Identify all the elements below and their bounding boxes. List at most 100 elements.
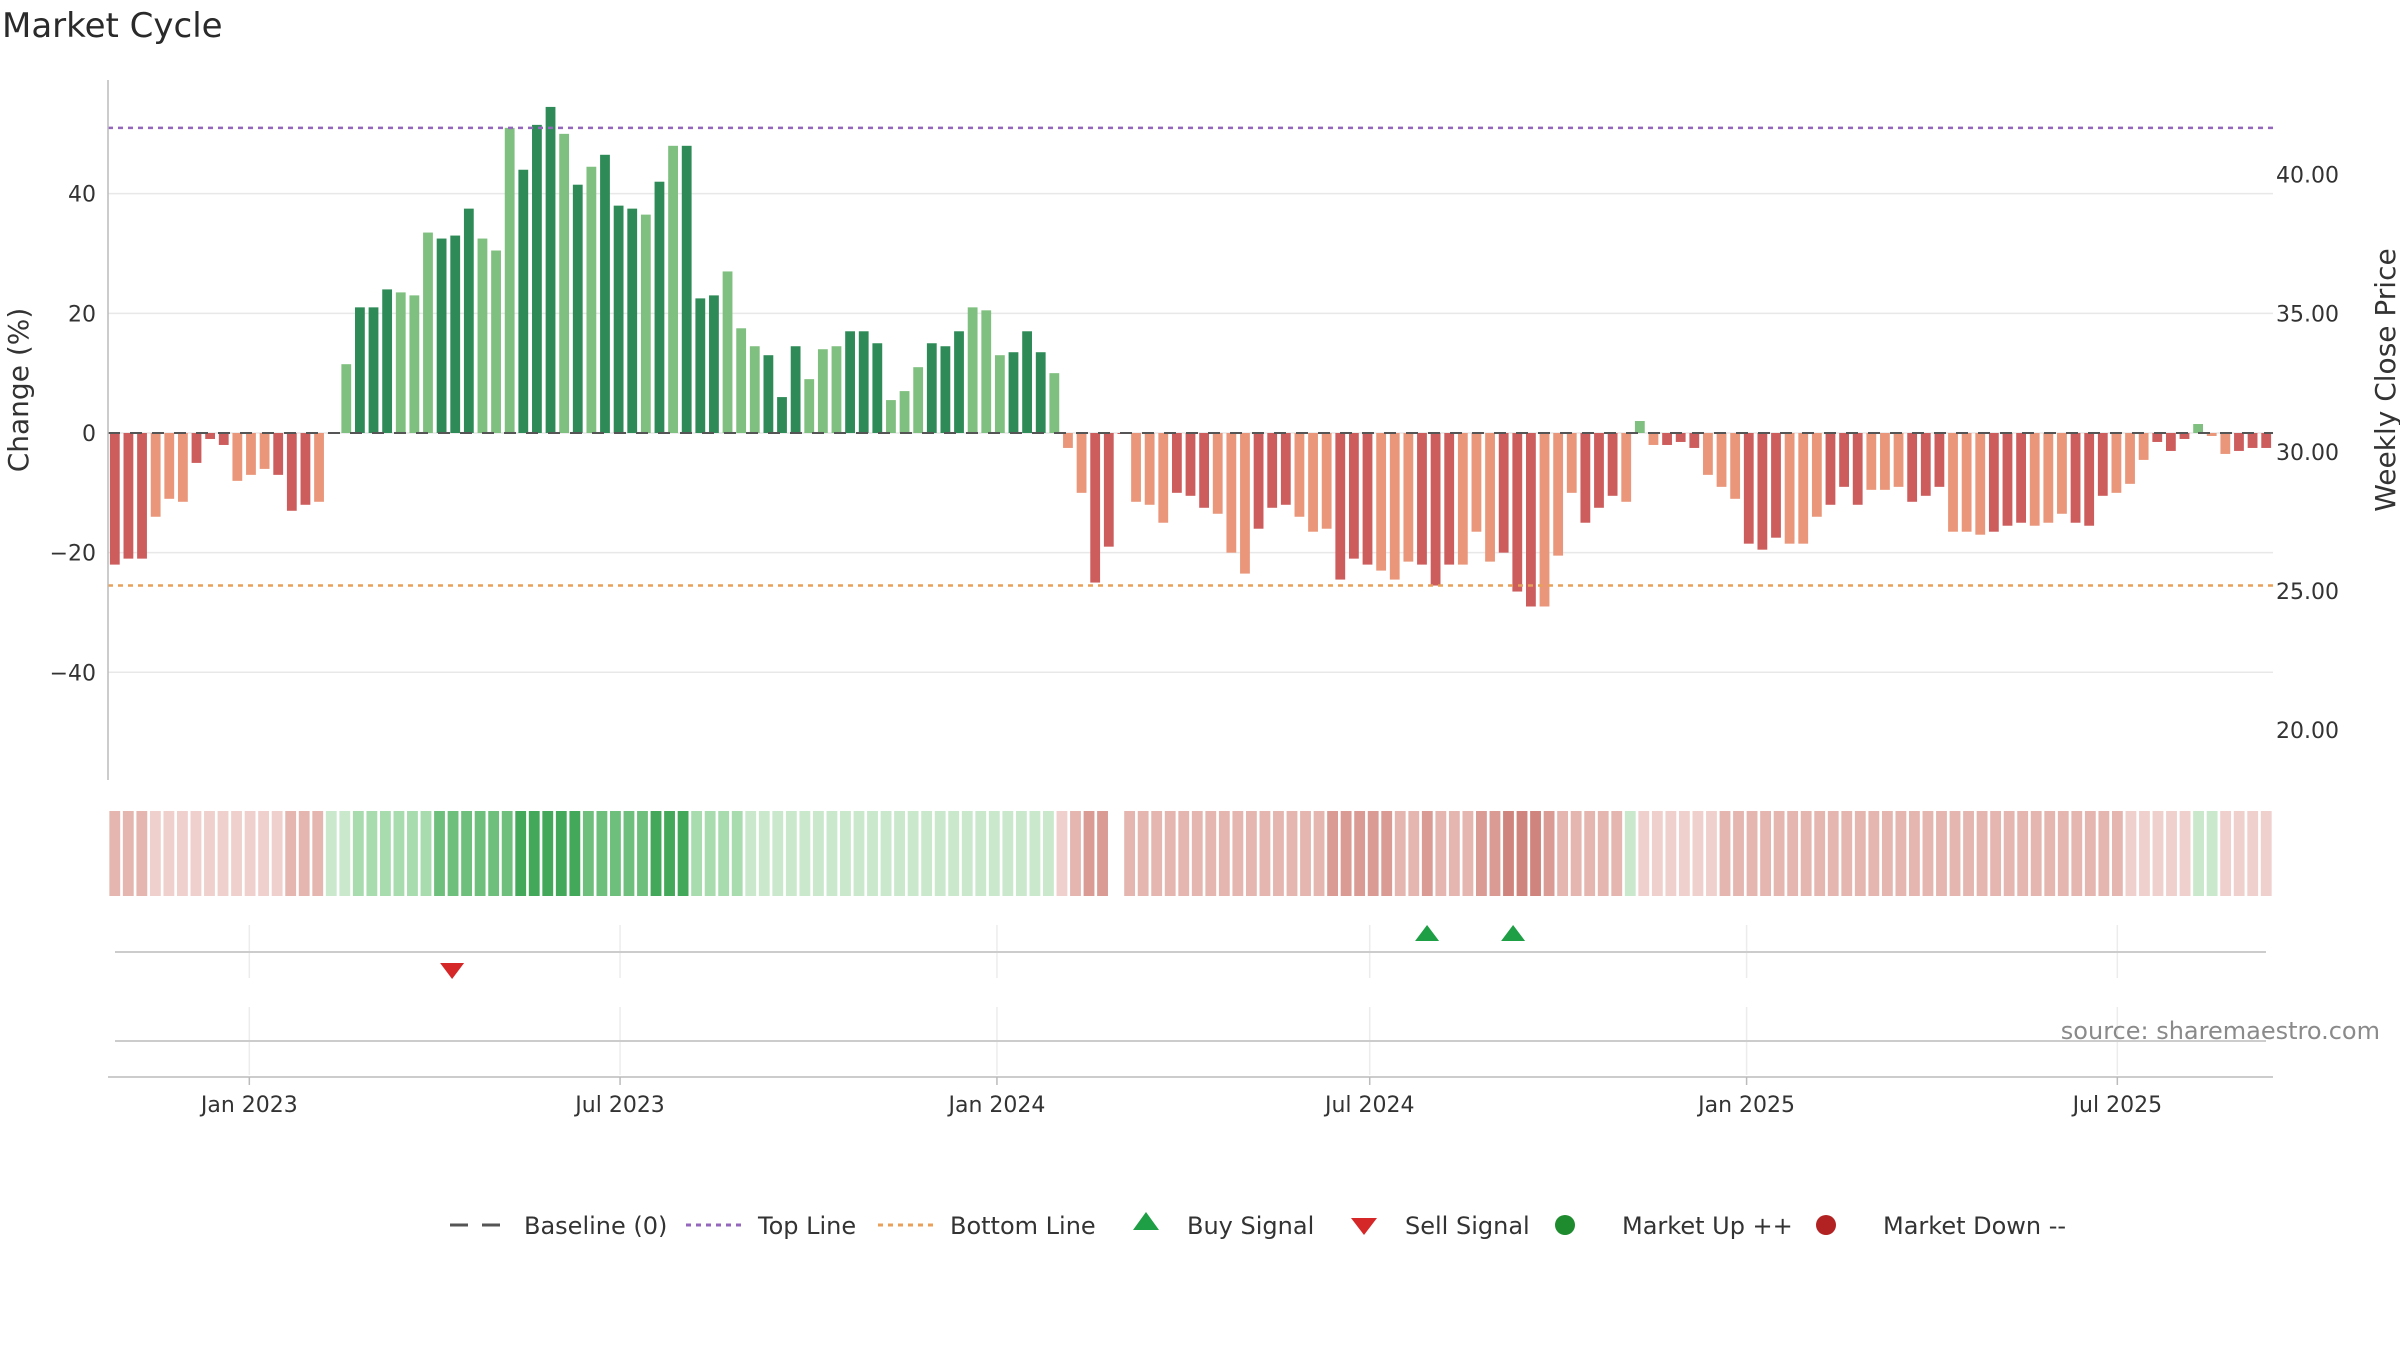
- bar: [1090, 432, 1101, 583]
- heat-cell: [2044, 811, 2056, 896]
- bar: [1988, 432, 1999, 532]
- bar: [559, 133, 570, 433]
- heat-cell: [840, 811, 851, 896]
- bar: [1185, 432, 1196, 496]
- heat-cell: [190, 811, 202, 896]
- bar: [2206, 432, 2217, 436]
- heat-cell: [2017, 811, 2029, 896]
- legend-market-up-swatch: [1555, 1215, 1575, 1235]
- bar: [1975, 432, 1986, 535]
- heat-cell: [1624, 811, 1636, 896]
- bar: [518, 169, 529, 433]
- heat-cell: [1259, 811, 1271, 896]
- heat-cell: [339, 811, 351, 896]
- bar: [450, 235, 461, 433]
- bar: [504, 127, 515, 433]
- heat-cell: [623, 811, 635, 896]
- heat-cell: [231, 811, 242, 896]
- bar: [1063, 432, 1073, 448]
- bar: [1907, 432, 1918, 502]
- bar: [1444, 432, 1455, 565]
- heat-cell: [2193, 811, 2204, 896]
- bar: [1008, 352, 1019, 433]
- bar: [2152, 432, 2163, 442]
- heat-cell: [826, 811, 838, 896]
- bar: [1580, 432, 1591, 523]
- heat-cell: [1895, 811, 1907, 896]
- bar: [1852, 432, 1863, 505]
- bar: [845, 331, 855, 433]
- heat-cell: [163, 811, 175, 896]
- heat-cell: [1056, 811, 1068, 896]
- legend-label-bottom: Bottom Line: [950, 1212, 1096, 1240]
- legend-label-sell: Sell Signal: [1405, 1212, 1530, 1240]
- y-axis-title: Change (%): [2, 308, 35, 473]
- bar: [763, 355, 774, 433]
- bar: [954, 331, 964, 433]
- bar: [1607, 432, 1618, 496]
- y-tick-label: −40: [50, 661, 96, 686]
- bar: [232, 432, 243, 481]
- bar: [1253, 432, 1264, 529]
- bar: [137, 432, 147, 559]
- heat-cell: [2139, 811, 2150, 896]
- heat-cell: [1854, 811, 1866, 896]
- heat-cell: [204, 811, 215, 896]
- heat-cell: [501, 811, 513, 896]
- bar: [1076, 432, 1087, 493]
- bar: [913, 367, 924, 433]
- y-tick-label: 0: [82, 422, 96, 447]
- heat-cell: [447, 811, 459, 896]
- heat-cell: [1462, 811, 1474, 896]
- bar: [681, 145, 692, 433]
- heat-cell: [379, 811, 391, 896]
- bar: [1348, 432, 1359, 559]
- heat-cell: [2179, 811, 2191, 896]
- bar: [2220, 432, 2231, 454]
- heat-cell: [1800, 811, 1812, 896]
- heat-cell: [2071, 811, 2083, 896]
- heat-cell: [1489, 811, 1501, 896]
- bar: [1839, 432, 1849, 487]
- bar: [722, 271, 733, 433]
- bar: [532, 124, 542, 433]
- bar: [1321, 432, 1332, 529]
- bar: [2057, 432, 2067, 514]
- bar: [1403, 432, 1414, 562]
- bar: [177, 432, 188, 502]
- heat-cell: [177, 811, 188, 896]
- heat-cell: [1300, 811, 1311, 896]
- heat-cell: [975, 811, 987, 896]
- y2-tick-label: 25.00: [2276, 580, 2339, 605]
- bar: [246, 432, 256, 475]
- bar: [1022, 331, 1032, 433]
- heat-cell: [1205, 811, 1217, 896]
- x-tick-label: Jul 2023: [573, 1093, 665, 1118]
- bar: [1634, 421, 1645, 433]
- bar: [1539, 432, 1550, 607]
- bar: [150, 432, 161, 517]
- heat-cell: [1516, 811, 1528, 896]
- heat-cell: [1597, 811, 1609, 896]
- heat-cell: [1760, 811, 1771, 896]
- heat-cell: [2003, 811, 2015, 896]
- heat-cell: [731, 811, 743, 896]
- heat-cell: [1340, 811, 1352, 896]
- bar: [1566, 432, 1577, 493]
- bar: [205, 432, 216, 439]
- heat-cell: [1367, 811, 1379, 896]
- reference-lines: [108, 126, 2273, 587]
- axis-layer: 40 20 0 −20 −40 40.00 35.00 30.00 25.00 20.00 Chan…: [2, 80, 2400, 780]
- bar: [1675, 432, 1686, 442]
- heat-cell: [637, 811, 648, 896]
- bar: [2261, 432, 2272, 448]
- bar: [1171, 432, 1182, 493]
- heat-cell: [907, 811, 919, 896]
- bar: [191, 432, 202, 463]
- heat-cell: [2247, 811, 2259, 896]
- heat-cell: [434, 811, 445, 896]
- bar: [1103, 432, 1114, 547]
- heat-cell: [2125, 811, 2137, 896]
- heat-cell: [1070, 811, 1081, 896]
